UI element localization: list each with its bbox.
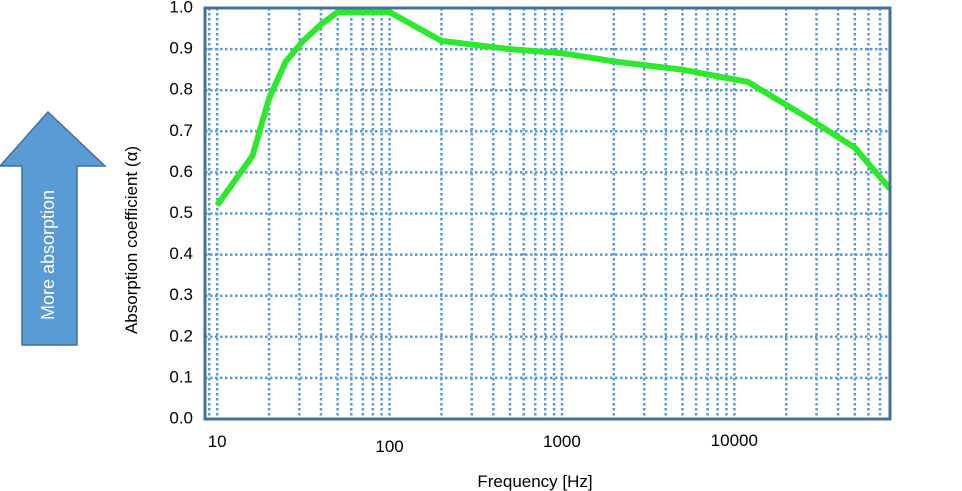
- y-tick-label: 0.1: [169, 367, 193, 386]
- y-tick-label: 0.8: [169, 80, 193, 99]
- x-tick-label: 10000: [711, 431, 758, 450]
- y-tick-label: 0.9: [169, 39, 193, 58]
- x-tick-labels: 10 100 1000 10000: [208, 431, 758, 456]
- y-tick-label: 1.0: [169, 0, 193, 16]
- x-tick-label: 10: [208, 432, 227, 451]
- y-tick-label: 0.6: [169, 162, 193, 181]
- y-tick-label: 0.2: [169, 326, 193, 345]
- more-absorption-arrow: More absorption: [0, 110, 107, 346]
- y-tick-label: 0.5: [169, 203, 193, 222]
- x-axis-title: Frequency [Hz]: [477, 472, 592, 491]
- y-tick-labels: 0.0 0.1 0.2 0.3 0.4 0.5 0.6 0.7 0.8 0.9 1.0: [169, 0, 193, 427]
- gridlines: [205, 8, 890, 419]
- arrow-label: More absorption: [38, 190, 58, 320]
- x-tick-label: 100: [375, 437, 403, 456]
- y-tick-label: 0.7: [169, 121, 193, 140]
- y-tick-label: 0.3: [169, 285, 193, 304]
- series-layer: [214, 9, 893, 208]
- y-tick-label: 0.0: [169, 408, 193, 427]
- x-tick-label: 1000: [543, 432, 581, 451]
- plot-frame: [203, 6, 892, 421]
- y-axis-title: Absorption coefficient (α): [122, 146, 141, 334]
- y-tick-label: 0.4: [169, 244, 193, 263]
- arrow-shape: [0, 110, 107, 346]
- series-line: [214, 9, 893, 208]
